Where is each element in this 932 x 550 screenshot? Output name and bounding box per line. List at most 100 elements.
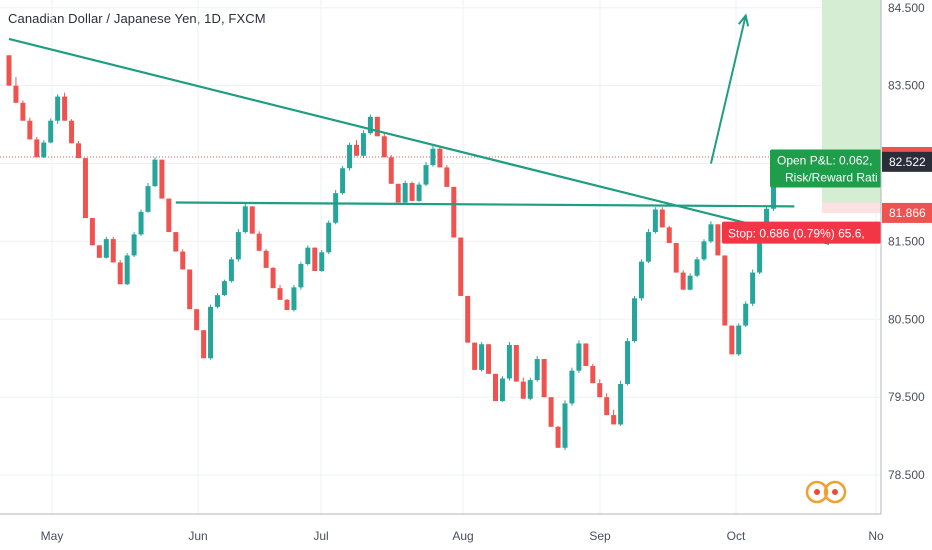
candle-up (215, 295, 220, 307)
candle-down (354, 144, 359, 156)
candle-up (499, 378, 505, 402)
trendline-horizontal (175, 201, 795, 208)
y-tick-label: 81.500 (888, 234, 925, 248)
candle-down (555, 426, 561, 448)
candle-down (395, 183, 401, 203)
candle-down (284, 299, 290, 310)
candle-up (235, 232, 241, 260)
candle-down (451, 186, 457, 238)
pnl-label: Open P&L: 0.062, (777, 154, 872, 168)
x-tick-label: Jul (313, 529, 328, 543)
candle-down (680, 272, 686, 290)
x-tick-label: No (868, 529, 884, 543)
stop-zone (822, 202, 881, 213)
projection-arrow-head (738, 13, 750, 27)
candle-down (13, 85, 19, 103)
candle-down (166, 198, 172, 233)
candle-down (465, 295, 471, 343)
candle-up (430, 148, 436, 166)
candle-down (590, 366, 596, 384)
candle-up (48, 120, 54, 143)
grid-layer (0, 0, 881, 514)
candle-up (340, 168, 346, 194)
position-zones (0, 0, 881, 213)
x-tick-label: Jun (188, 529, 207, 543)
stop-label: Stop: 0.686 (0.79%) 65.6, (728, 227, 865, 241)
candle-down (541, 359, 547, 398)
candle-down (666, 227, 672, 243)
candle-down (173, 232, 179, 252)
candle-up (221, 281, 227, 296)
candle-up (632, 298, 637, 342)
x-tick-label: Aug (452, 529, 473, 543)
candle-down (715, 224, 721, 256)
candle-down (194, 309, 200, 331)
candle-up (645, 232, 651, 262)
candle-up (708, 224, 714, 242)
y-tick-label: 80.500 (888, 312, 925, 326)
trendline-descending (8, 37, 830, 245)
candle-up (228, 259, 234, 282)
candle-up (576, 343, 582, 371)
candle-up (402, 183, 408, 203)
candle-up (138, 211, 144, 235)
price-tag-label: 81.866 (889, 206, 926, 220)
candle-up (569, 370, 575, 404)
candle-up (55, 96, 61, 121)
candle-up (208, 306, 214, 359)
candle-up (757, 237, 763, 273)
logo-ring-right (823, 480, 847, 504)
candle-down (69, 120, 75, 144)
logo-dot-left (814, 489, 820, 495)
candle-down (437, 148, 443, 168)
candle-up (333, 193, 339, 223)
candle-down (444, 167, 450, 187)
candle-down (27, 120, 33, 140)
y-tick-label: 83.500 (888, 79, 925, 93)
candles-layer (6, 55, 783, 451)
candle-up (506, 345, 512, 379)
candle-down (673, 242, 679, 273)
candle-down (34, 139, 40, 158)
candle-down (597, 383, 603, 398)
stop-box (722, 221, 881, 244)
logo-ring-left (805, 480, 829, 504)
candle-down (110, 239, 116, 263)
candle-up (326, 222, 332, 253)
candle-down (374, 116, 380, 137)
candle-down (486, 344, 492, 374)
candle-down (82, 158, 88, 219)
y-tick-label: 78.500 (888, 468, 925, 482)
price-tag (882, 202, 932, 223)
candle-up (145, 186, 151, 212)
candle-down (493, 373, 498, 402)
candle-down (270, 267, 276, 289)
candle-down (458, 237, 464, 296)
candle-up (562, 403, 568, 448)
candle-down (604, 397, 610, 416)
candle-down (548, 397, 554, 427)
candle-down (381, 136, 387, 158)
chart-title: Canadian Dollar / Japanese Yen, 1D, FXCM (8, 11, 266, 26)
price-axis[interactable]: 78.500 79.500 80.500 81.500 83.500 84.500 82.5… (880, 0, 932, 550)
candle-up (367, 116, 373, 134)
candle-up (298, 264, 304, 288)
candle-up (423, 165, 429, 185)
candle-down (180, 251, 186, 270)
time-axis[interactable]: May Jun Jul Aug Sep Oct No (0, 513, 932, 550)
y-tick-label: 79.500 (888, 390, 925, 404)
candle-down (722, 255, 728, 326)
candle-up (750, 272, 756, 304)
x-tick-label: May (41, 529, 64, 543)
candle-down (611, 415, 617, 425)
candle-down (659, 209, 665, 228)
drawings-layer[interactable] (8, 13, 830, 245)
candle-up (694, 259, 700, 276)
price-tag-label: 82.522 (889, 155, 926, 169)
pnl-box (770, 149, 881, 188)
candle-up (131, 234, 137, 256)
candle-down (256, 233, 262, 251)
candle-down (388, 157, 394, 184)
candle-up (618, 383, 624, 425)
